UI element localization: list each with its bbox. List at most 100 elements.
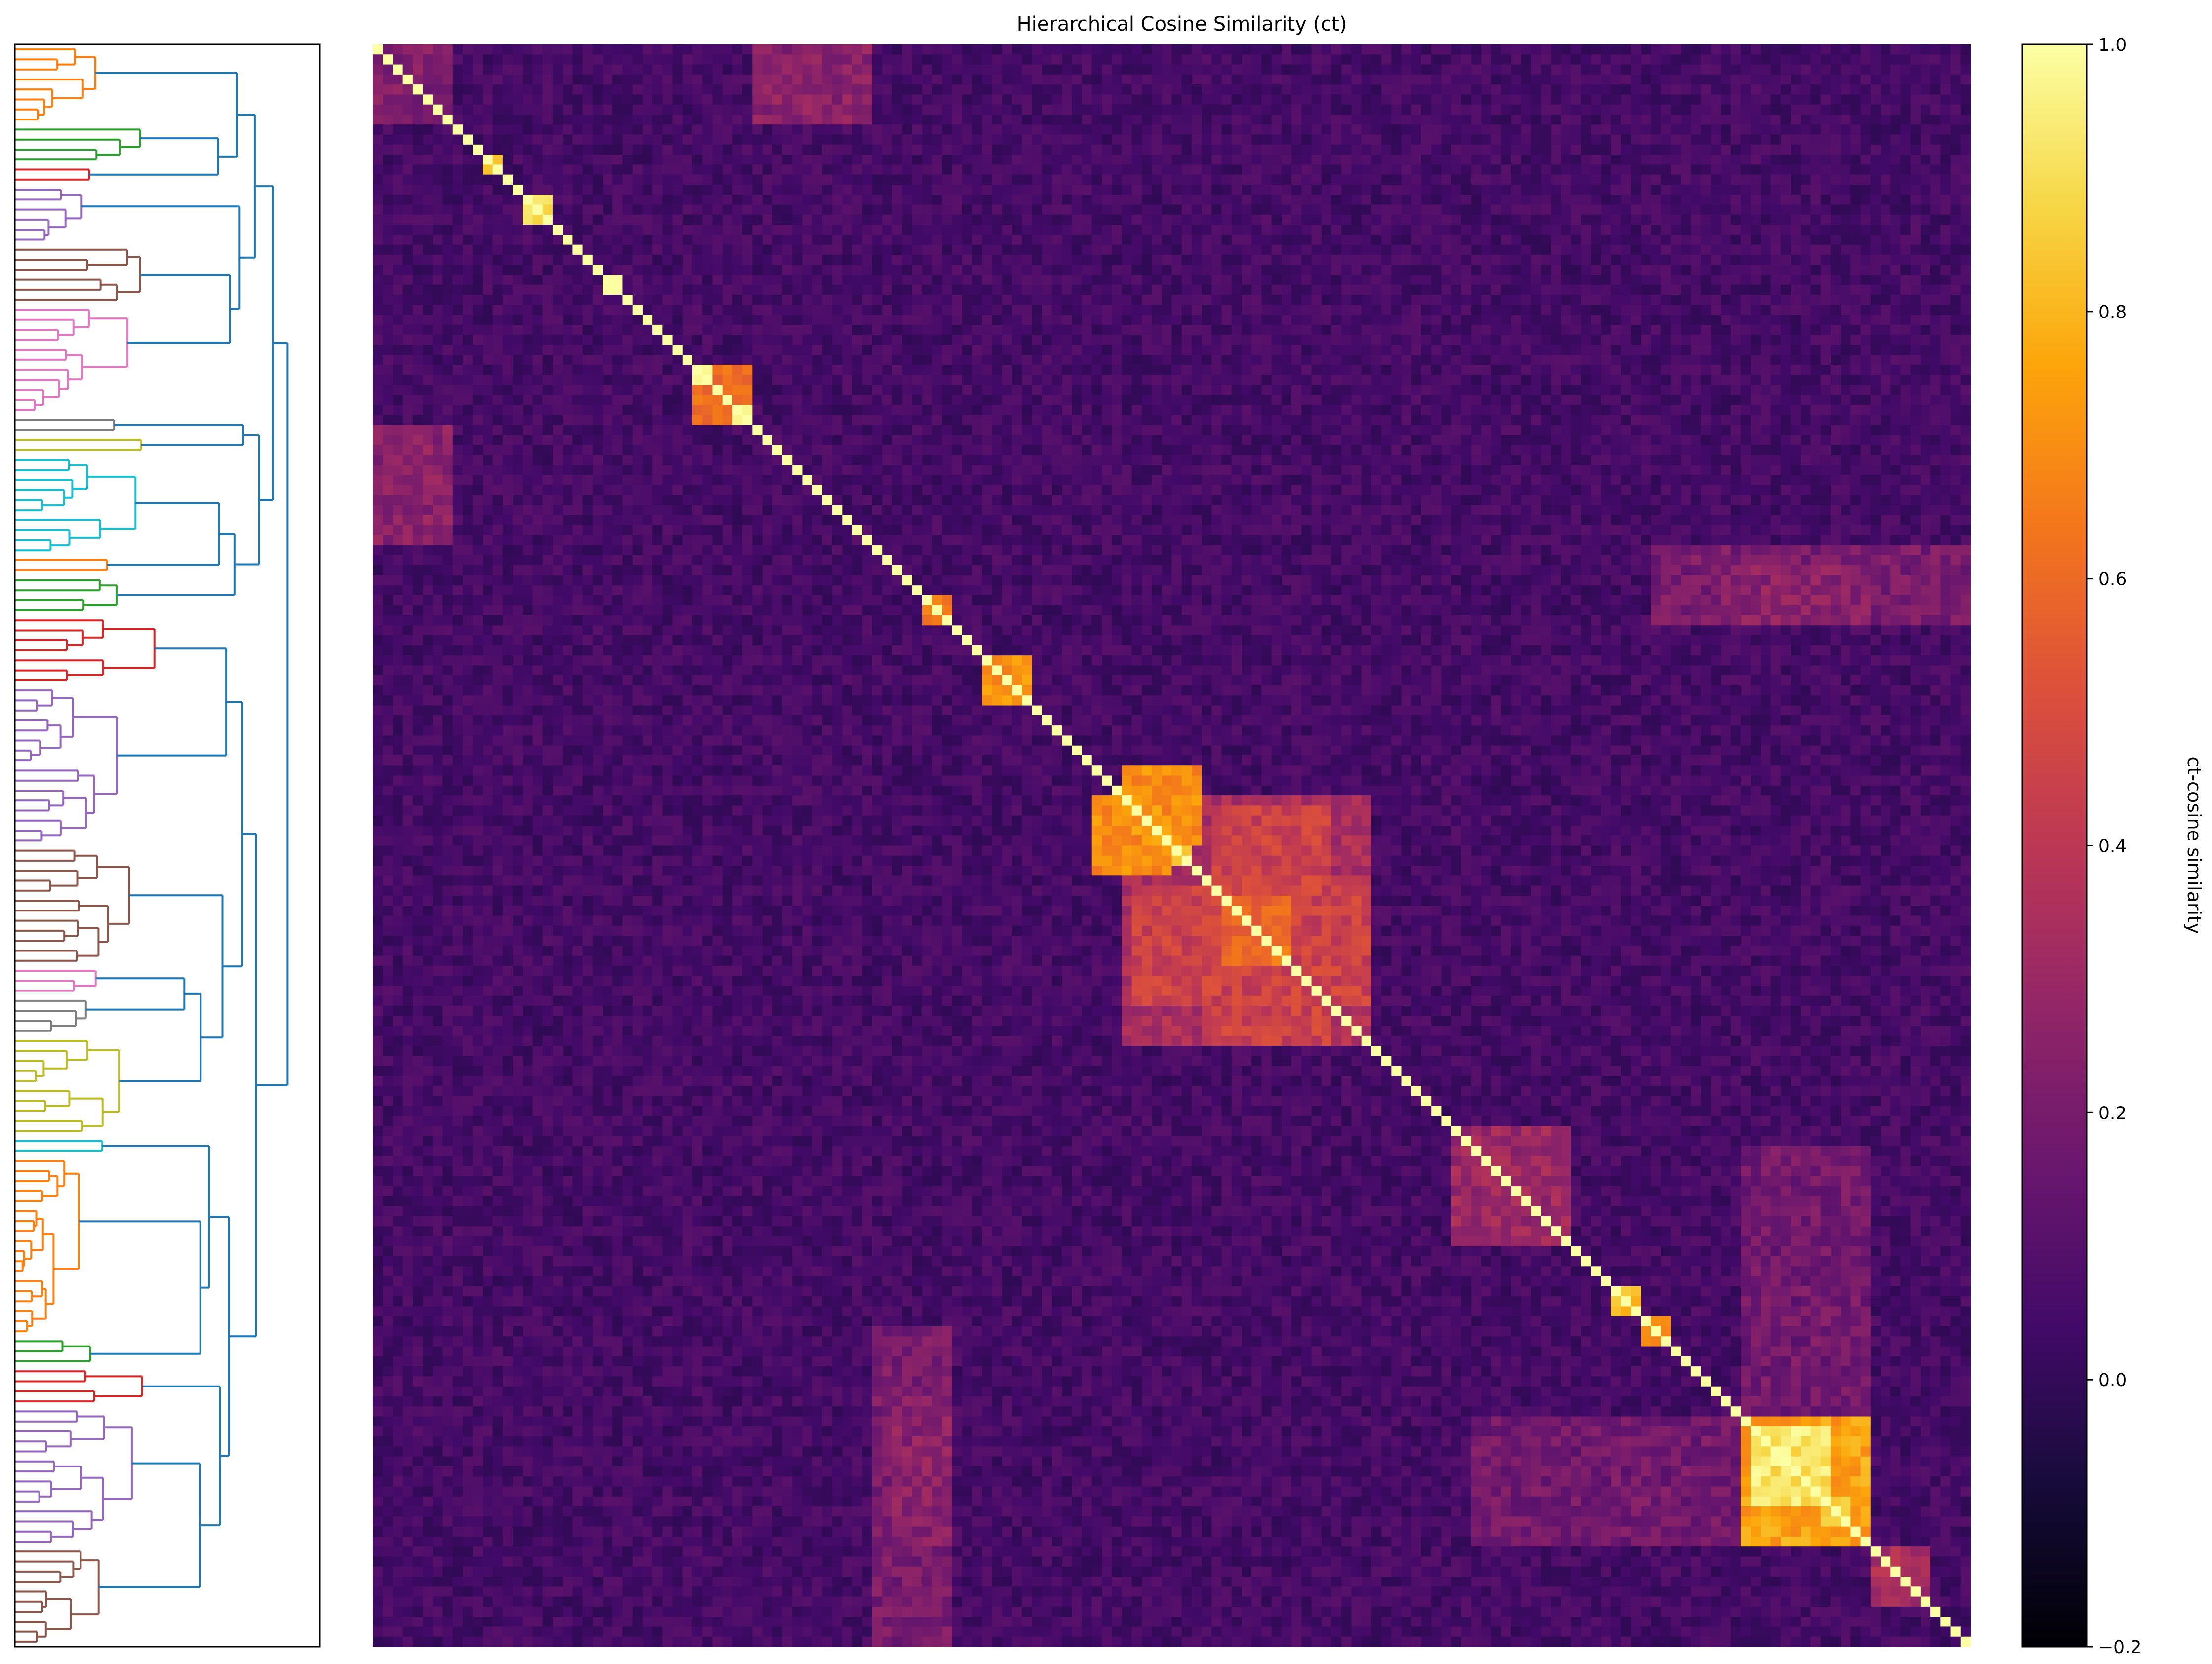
heatmap-cell [932, 195, 943, 205]
heatmap-cell [972, 254, 982, 265]
heatmap-cell [742, 84, 753, 95]
heatmap-cell [1701, 295, 1711, 305]
heatmap-cell [1231, 214, 1242, 225]
heatmap-cell [1221, 295, 1232, 305]
heatmap-cell [402, 254, 413, 265]
heatmap-cell [1531, 84, 1542, 95]
heatmap-cell [1431, 124, 1442, 135]
heatmap-cell [1331, 74, 1342, 85]
heatmap-cell [1541, 84, 1552, 95]
heatmap-cell [1371, 305, 1382, 316]
heatmap-cell [1002, 44, 1012, 55]
heatmap-cell [632, 74, 643, 85]
heatmap-cell [672, 164, 683, 175]
heatmap-cell [1820, 144, 1831, 155]
heatmap-cell [1770, 84, 1781, 95]
heatmap-cell [822, 184, 833, 195]
heatmap-cell [1431, 164, 1442, 175]
heatmap-cell [1651, 84, 1661, 95]
heatmap-cell [1331, 265, 1342, 276]
heatmap-cell [402, 114, 413, 125]
heatmap-cell [932, 305, 943, 316]
heatmap-cell [423, 254, 433, 265]
heatmap-cell [1801, 225, 1811, 235]
heatmap-cell [1361, 134, 1372, 145]
heatmap-cell [1950, 235, 1961, 245]
heatmap-cell [1641, 244, 1651, 255]
heatmap-cell [1621, 254, 1632, 265]
heatmap-cell [1022, 124, 1033, 135]
heatmap-cell [1930, 284, 1941, 295]
heatmap-cell [1651, 244, 1661, 255]
heatmap-cell [523, 315, 533, 325]
heatmap-cell [1162, 94, 1172, 105]
heatmap-cell [622, 265, 633, 276]
heatmap-cell [762, 184, 773, 195]
heatmap-cell [1451, 144, 1462, 155]
heatmap-cell [1281, 124, 1292, 135]
heatmap-cell [672, 144, 683, 155]
heatmap-cell [373, 174, 383, 185]
heatmap-cell [442, 74, 453, 85]
heatmap-cell [862, 54, 873, 65]
heatmap-cell [1571, 184, 1582, 195]
heatmap-cell [542, 84, 553, 95]
heatmap-cell [1401, 315, 1412, 325]
heatmap-cell [1511, 124, 1522, 135]
heatmap-cell [1841, 164, 1851, 175]
heatmap-cell [762, 315, 773, 325]
heatmap-cell [1850, 114, 1861, 125]
heatmap-cell [972, 94, 982, 105]
heatmap-cell [1171, 184, 1182, 195]
heatmap-cell [433, 305, 443, 316]
heatmap-cell [642, 195, 653, 205]
heatmap-cell [523, 184, 533, 195]
heatmap-cell [1311, 164, 1322, 175]
heatmap-cell [852, 64, 863, 75]
heatmap-cell [592, 155, 603, 165]
heatmap-cell [1251, 74, 1262, 85]
heatmap-cell [1900, 144, 1911, 155]
heatmap-cell [582, 184, 593, 195]
heatmap-cell [1801, 305, 1811, 316]
heatmap-cell [582, 124, 593, 135]
heatmap-cell [1571, 265, 1582, 276]
heatmap-cell [1681, 84, 1691, 95]
heatmap-cell [782, 254, 793, 265]
heatmap-cell [423, 114, 433, 125]
heatmap-cell [1431, 84, 1442, 95]
heatmap-cell [832, 54, 843, 65]
heatmap-cell [1761, 254, 1771, 265]
heatmap-cell [383, 124, 394, 135]
heatmap-cell [1681, 184, 1691, 195]
heatmap-cell [652, 275, 663, 285]
heatmap-cell [1051, 174, 1062, 185]
heatmap-cell [1461, 244, 1472, 255]
heatmap-cell [1651, 315, 1661, 325]
heatmap-cell [1671, 214, 1682, 225]
heatmap-cell [582, 204, 593, 215]
heatmap-cell [642, 315, 653, 325]
heatmap-cell [1152, 94, 1162, 105]
heatmap-cell [612, 74, 623, 85]
heatmap-cell [622, 235, 633, 245]
heatmap-cell [1371, 195, 1382, 205]
heatmap-cell [1681, 254, 1691, 265]
heatmap-cell [642, 244, 653, 255]
heatmap-cell [412, 84, 423, 95]
heatmap-cell [523, 144, 533, 155]
heatmap-cell [1801, 204, 1811, 215]
heatmap-cell [603, 155, 613, 165]
heatmap-cell [1770, 284, 1781, 295]
heatmap-cell [912, 144, 923, 155]
heatmap-cell [992, 74, 1003, 85]
heatmap-cell [1451, 155, 1462, 165]
heatmap-cell [442, 124, 453, 135]
heatmap-cell [1012, 84, 1022, 95]
heatmap-cell [902, 275, 913, 285]
heatmap-cell [742, 195, 753, 205]
heatmap-cell [1721, 265, 1731, 276]
heatmap-cell [792, 225, 803, 235]
heatmap-cell [373, 225, 383, 235]
heatmap-cell [622, 94, 633, 105]
